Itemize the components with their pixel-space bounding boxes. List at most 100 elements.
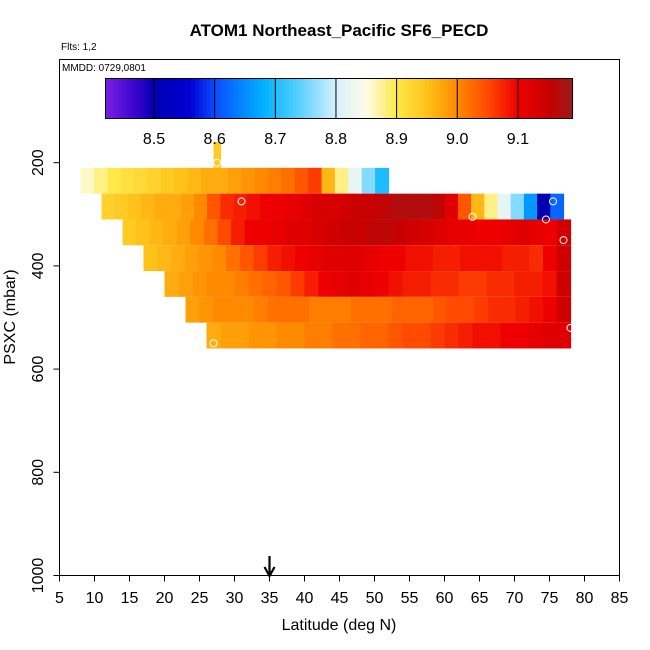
- x-tick-label: 15: [121, 590, 139, 607]
- colorbar-segment: [117, 78, 122, 119]
- heatmap-cell: [80, 167, 95, 194]
- colorbar-segment: [451, 78, 457, 119]
- heatmap-cell: [352, 193, 367, 220]
- heatmap-cell: [474, 296, 489, 323]
- heatmap-cell: [489, 219, 504, 246]
- heatmap-cell: [488, 296, 503, 323]
- colorbar-segment: [381, 78, 387, 119]
- x-tick-label: 35: [261, 590, 279, 607]
- sample-point: [559, 236, 568, 245]
- heatmap-cell: [167, 193, 182, 220]
- heatmap-cell: [254, 296, 269, 323]
- heatmap-cell: [458, 322, 474, 349]
- colorbar-segment: [167, 78, 173, 119]
- colorbar-gradient: [105, 78, 574, 119]
- colorbar-segment: [268, 78, 274, 119]
- colorbar-tick-label: 8.7: [264, 131, 286, 148]
- heatmap-cell: [184, 245, 200, 272]
- colorbar-segment: [121, 78, 126, 119]
- heatmap-cell: [543, 219, 558, 246]
- heatmap-cell: [486, 271, 502, 297]
- heatmap-cell: [510, 193, 525, 220]
- heatmap-cell: [336, 296, 352, 323]
- colorbar-segment: [233, 78, 239, 119]
- heatmap-cell: [160, 167, 175, 194]
- colorbar-segment: [237, 78, 243, 119]
- sample-point: [549, 197, 557, 206]
- heatmap-cell: [502, 219, 517, 246]
- x-axis: 5 10 15 20 25 30 35 40 45 50 55 60 65 70 75 80 85: [55, 575, 629, 607]
- latitude-arrow-icon: [263, 556, 276, 579]
- heatmap-cell: [308, 167, 323, 194]
- colorbar-segment: [463, 78, 469, 119]
- heatmap-cell: [394, 219, 409, 246]
- heatmap-cell: [246, 193, 261, 220]
- colorbar-segment: [475, 78, 480, 119]
- colorbar-segment: [163, 78, 169, 119]
- colorbar-segment: [210, 78, 216, 119]
- heatmap-cell: [171, 245, 186, 272]
- colorbar-segment: [226, 78, 231, 119]
- colorbar-segment: [206, 78, 212, 119]
- heatmap-cell: [127, 193, 142, 220]
- heatmap-cell: [193, 193, 208, 220]
- colorbar-segment: [447, 78, 453, 119]
- colorbar-segment: [560, 78, 566, 119]
- flights-label: Flts: 1,2: [61, 42, 97, 53]
- colorbar-segment: [132, 78, 138, 119]
- heatmap-cell: [147, 167, 162, 194]
- colorbar-tick-label: 8.8: [325, 131, 347, 148]
- heatmap-cell: [363, 245, 379, 272]
- heatmap-cell: [206, 271, 222, 297]
- heatmap-cell: [290, 322, 306, 349]
- heatmap-cell: [334, 167, 349, 194]
- x-tick-label: 60: [436, 590, 454, 607]
- heatmap-cell: [267, 245, 282, 272]
- heatmap-cell: [472, 322, 488, 349]
- heatmap-cell: [514, 271, 530, 297]
- heatmap-cell: [276, 271, 292, 297]
- colorbar-segment: [377, 78, 383, 119]
- heatmap-cell: [419, 296, 434, 323]
- colorbar-segment: [397, 78, 402, 119]
- colorbar-segment: [300, 78, 305, 119]
- heatmap-cell: [114, 193, 129, 220]
- y-tick-label: 600: [30, 356, 47, 383]
- colorbar-segment: [113, 78, 118, 119]
- heatmap-cell: [206, 322, 222, 349]
- heatmap-cell: [474, 245, 489, 272]
- colorbar-segment: [191, 78, 196, 119]
- colorbar-segment: [249, 78, 254, 119]
- heatmap-cell: [213, 296, 228, 323]
- colorbar-segment: [175, 78, 181, 119]
- colorbar-segment: [292, 78, 297, 119]
- colorbar-segment: [362, 78, 367, 119]
- heatmap-cell: [432, 245, 448, 272]
- colorbar-segment: [409, 78, 414, 119]
- heatmap-cell: [529, 219, 544, 246]
- colorbar-segment: [335, 78, 340, 119]
- colorbar-segment: [467, 78, 472, 119]
- heatmap-cell: [375, 167, 390, 194]
- colorbar-segment: [319, 78, 325, 119]
- colorbar-segment: [105, 78, 110, 119]
- heatmap-cell: [240, 296, 255, 323]
- colorbar-segment: [486, 78, 492, 119]
- heatmap-cell: [543, 296, 558, 323]
- colorbar-segment: [253, 78, 258, 119]
- y-axis: 200 400 600 800 1000: [30, 59, 60, 593]
- heatmap-cell: [360, 322, 376, 349]
- x-tick-label: 85: [611, 590, 629, 607]
- heatmap-cell: [471, 193, 485, 220]
- heatmap-cell: [192, 271, 208, 297]
- colorbar-segment: [416, 78, 422, 119]
- colorbar-segment: [140, 78, 146, 119]
- heatmap-cell: [262, 271, 278, 297]
- colorbar-segment: [358, 78, 363, 119]
- heatmap-cell: [366, 219, 382, 246]
- heatmap-cell: [101, 193, 116, 220]
- heatmap-cell: [93, 167, 108, 194]
- heatmap-cell: [154, 193, 169, 220]
- colorbar-segment: [307, 78, 313, 119]
